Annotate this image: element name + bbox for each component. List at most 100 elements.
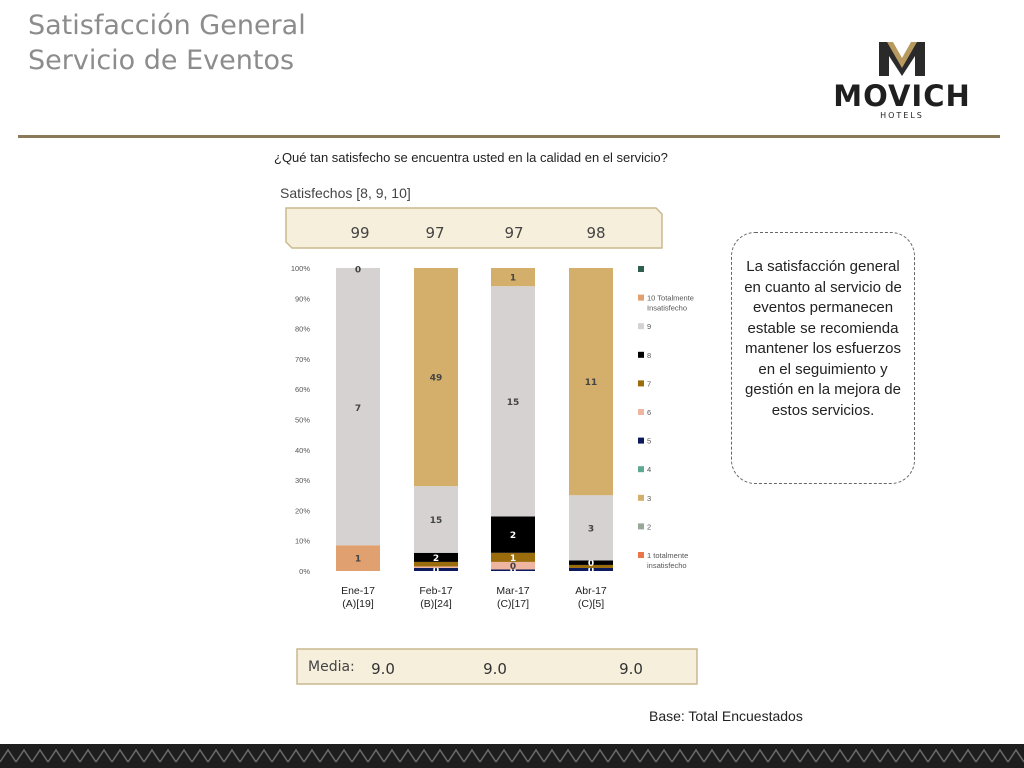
footer-zigzag: [959, 748, 977, 763]
footer-zigzag: [143, 748, 161, 763]
footer-zigzag: [895, 748, 913, 763]
footer-zigzag: [591, 748, 609, 763]
footer-zigzag: [159, 748, 177, 763]
segment-label: 1: [510, 554, 516, 564]
logo-subtext: HOTELS: [880, 111, 924, 120]
footer-zigzag: [351, 748, 369, 763]
legend-label: 4: [647, 465, 651, 474]
footer-zigzag: [607, 748, 625, 763]
page-title: Satisfacción General Servicio de Eventos: [28, 8, 306, 78]
y-tick-label: 50%: [295, 416, 310, 425]
legend-label: 3: [647, 494, 651, 503]
bar-segment: [569, 268, 613, 496]
footer-zigzag: [367, 748, 385, 763]
category-label: Ene-17: [341, 585, 375, 597]
footer-zigzag: [639, 748, 657, 763]
header-divider: [18, 135, 1000, 138]
legend-label: 7: [647, 379, 651, 388]
footer-zigzag: [575, 748, 593, 763]
legend-swatch: [638, 323, 644, 330]
base-note: Base: Total Encuestados: [649, 708, 803, 724]
media-value-2: 9.0: [483, 660, 507, 678]
legend-swatch: [638, 294, 644, 301]
bar-segment: [414, 566, 458, 568]
bar-segment: [491, 552, 535, 562]
segment-label: 1: [510, 274, 516, 284]
footer-zigzag: [47, 748, 65, 763]
category-base-label: (B)[24]: [420, 598, 452, 610]
category-base-label: (C)[17]: [497, 598, 529, 610]
footer-zigzag: [655, 748, 673, 763]
bar-segment: [569, 495, 613, 561]
satisfied-band: [285, 207, 663, 249]
y-tick-label: 20%: [295, 506, 310, 515]
footer-zigzag: [463, 748, 481, 763]
bar-segment: [569, 567, 613, 571]
footer-zigzag: [671, 748, 689, 763]
media-value-3: 9.0: [619, 660, 643, 678]
footer-zigzag: [767, 748, 785, 763]
bar-segment: [491, 286, 535, 517]
bar-segment: [414, 567, 458, 571]
y-tick-label: 90%: [295, 294, 310, 303]
bar-segment: [569, 564, 613, 568]
segment-label: 0: [510, 562, 516, 572]
segment-label: 1: [355, 555, 361, 565]
category-label: Abr-17: [575, 585, 607, 597]
legend-label: 1 totalmente: [647, 551, 688, 560]
footer-zigzag: [175, 748, 193, 763]
segment-label: 11: [585, 378, 598, 388]
footer-zigzag: [271, 748, 289, 763]
footer-zigzag: [127, 748, 145, 763]
bar-segment: [491, 569, 535, 571]
y-tick-label: 10%: [295, 537, 310, 546]
footer-zigzag: [447, 748, 465, 763]
legend-label: 10 Totalmente: [647, 294, 694, 303]
bar-segment: [491, 516, 535, 553]
segment-label: 0: [588, 559, 594, 569]
y-tick-label: 0%: [299, 567, 310, 576]
footer-zigzag: [543, 748, 561, 763]
footer-zigzag: [1007, 748, 1024, 763]
bar-segment: [336, 545, 380, 571]
footer-zigzag: [879, 748, 897, 763]
media-value-1: 9.0: [371, 660, 395, 678]
bar-segment: [414, 552, 458, 562]
legend-label-line2: insatisfecho: [647, 561, 687, 570]
footer-zigzag: [975, 748, 993, 763]
footer-zigzag: [63, 748, 81, 763]
footer-zigzag: [239, 748, 257, 763]
media-label: Media:: [308, 659, 355, 675]
movich-logo: MOVICH HOTELS: [833, 42, 971, 120]
logo-emblem-icon: [879, 42, 925, 76]
category-base-label: (A)[19]: [342, 598, 374, 610]
satisfied-value: 97: [504, 224, 523, 242]
footer-zigzag: [303, 748, 321, 763]
logo-text: MOVICH: [833, 79, 971, 113]
media-band: [296, 648, 698, 685]
legend-label: 2: [647, 522, 651, 531]
segment-label: 2: [433, 554, 439, 564]
segment-label: 49: [430, 374, 443, 384]
category-label: Mar-17: [496, 585, 529, 597]
legend-label: 6: [647, 408, 651, 417]
footer-zigzag: [943, 748, 961, 763]
legend-swatch: [638, 494, 644, 501]
footer-zigzag: [191, 748, 209, 763]
legend-label: 8: [647, 351, 651, 360]
footer-zigzag: [687, 748, 705, 763]
category-label: Feb-17: [419, 585, 452, 597]
footer-zigzag: [559, 748, 577, 763]
bar-segment: [336, 269, 380, 546]
footer-zigzag: [111, 748, 129, 763]
footer-zigzag: [735, 748, 753, 763]
survey-question: ¿Qué tan satisfecho se encuentra usted e…: [274, 150, 668, 165]
satisfied-value: 98: [586, 224, 605, 242]
bar-segment: [491, 268, 535, 287]
legend-swatch: [638, 409, 644, 415]
legend-label: 9: [647, 322, 651, 331]
bar-segment: [491, 561, 535, 570]
footer-zigzag: [991, 748, 1009, 763]
footer-zigzag: [751, 748, 769, 763]
